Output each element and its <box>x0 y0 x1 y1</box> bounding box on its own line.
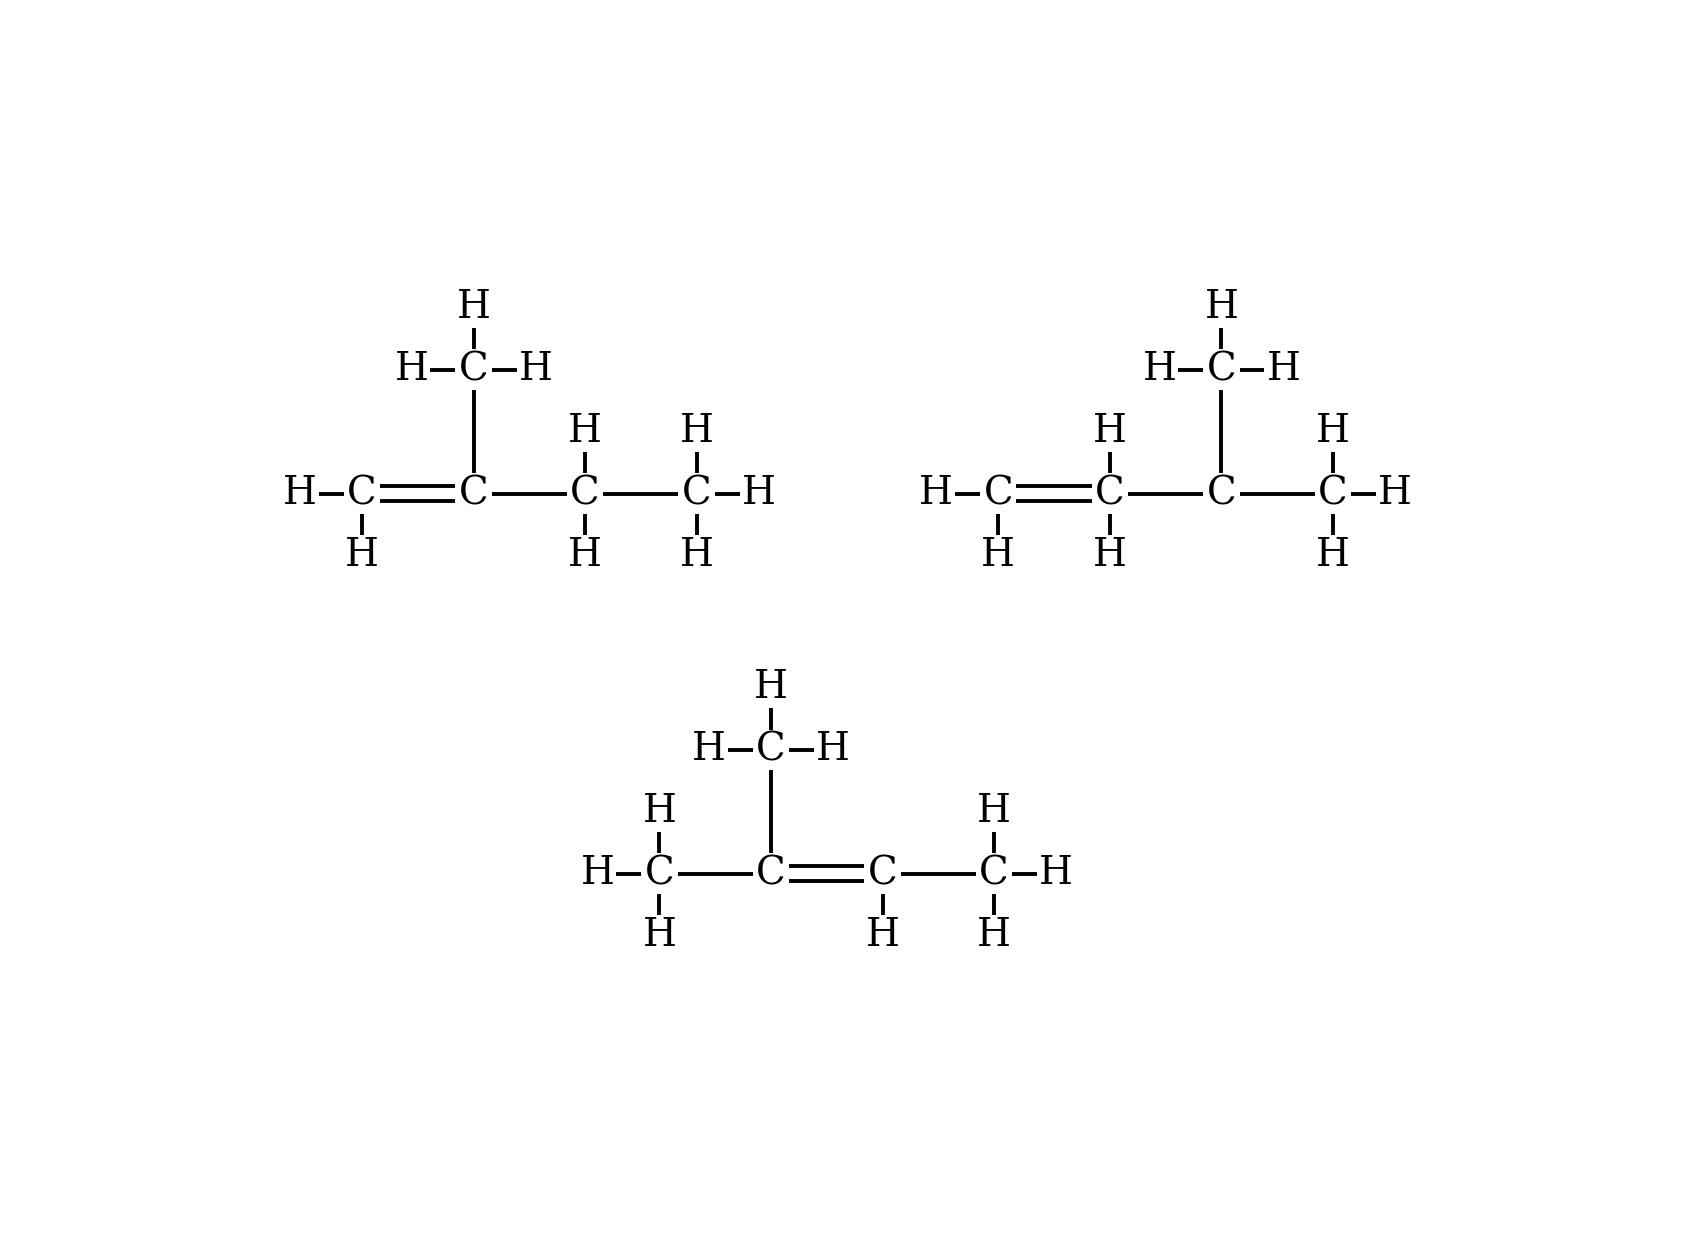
Text: H: H <box>977 794 1011 830</box>
Text: H: H <box>692 731 726 769</box>
Text: C: C <box>644 855 673 893</box>
Text: C: C <box>868 855 897 893</box>
Text: C: C <box>1205 475 1236 512</box>
Text: C: C <box>682 475 711 512</box>
Text: H: H <box>1142 352 1176 388</box>
Text: C: C <box>755 855 786 893</box>
Text: C: C <box>569 475 600 512</box>
Text: C: C <box>755 731 786 769</box>
Text: H: H <box>344 538 379 574</box>
Text: C: C <box>1095 475 1124 512</box>
Text: C: C <box>1318 475 1347 512</box>
Text: C: C <box>1205 352 1236 388</box>
Text: H: H <box>1093 413 1125 451</box>
Text: H: H <box>394 352 428 388</box>
Text: H: H <box>1378 475 1412 512</box>
Text: H: H <box>980 538 1014 574</box>
Text: H: H <box>919 475 953 512</box>
Text: C: C <box>979 855 1008 893</box>
Text: H: H <box>864 917 899 955</box>
Text: H: H <box>1265 352 1299 388</box>
Text: H: H <box>754 669 788 706</box>
Text: H: H <box>1204 289 1238 327</box>
Text: H: H <box>1038 855 1072 893</box>
Text: C: C <box>348 475 377 512</box>
Text: H: H <box>679 538 713 574</box>
Text: H: H <box>1315 413 1349 451</box>
Text: H: H <box>283 475 317 512</box>
Text: H: H <box>643 794 675 830</box>
Text: H: H <box>568 413 602 451</box>
Text: C: C <box>982 475 1013 512</box>
Text: H: H <box>742 475 776 512</box>
Text: H: H <box>1093 538 1125 574</box>
Text: H: H <box>815 731 849 769</box>
Text: H: H <box>457 289 491 327</box>
Text: H: H <box>679 413 713 451</box>
Text: C: C <box>459 352 488 388</box>
Text: H: H <box>1315 538 1349 574</box>
Text: H: H <box>643 917 675 955</box>
Text: H: H <box>977 917 1011 955</box>
Text: H: H <box>568 538 602 574</box>
Text: H: H <box>580 855 614 893</box>
Text: C: C <box>459 475 488 512</box>
Text: H: H <box>518 352 552 388</box>
